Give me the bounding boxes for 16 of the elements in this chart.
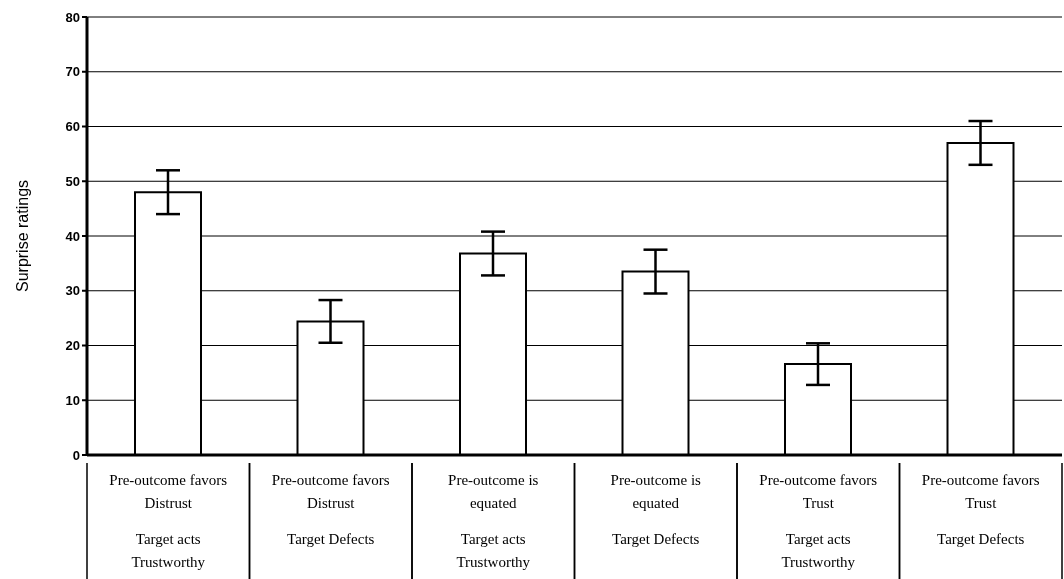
y-tick-label: 70	[65, 64, 80, 80]
y-tick-label: 60	[65, 119, 80, 135]
y-tick-label: 40	[65, 228, 80, 244]
category-label: Pre-outcome favors Distrust Target Defects	[271, 472, 390, 547]
category-label: Pre-outcome favors Trust Target Defects	[921, 472, 1040, 547]
category-label: Pre-outcome favors Trust Target acts Trustworthy	[759, 472, 878, 570]
y-tick-label: 50	[65, 173, 80, 189]
category-label: Pre-outcome is equated Target acts Trustworthy	[448, 472, 539, 570]
y-tick-label: 20	[65, 338, 80, 354]
category-label: Pre-outcome is equated Target Defects	[610, 472, 701, 547]
y-tick-label: 80	[65, 9, 80, 25]
y-axis-title: Surprise ratings	[13, 179, 31, 293]
category-label: Pre-outcome favors Distrust Target acts Trustworthy	[109, 472, 228, 570]
y-tick-label: 0	[72, 447, 80, 463]
y-tick-label: 30	[65, 283, 80, 299]
y-tick-label: 10	[65, 392, 80, 408]
